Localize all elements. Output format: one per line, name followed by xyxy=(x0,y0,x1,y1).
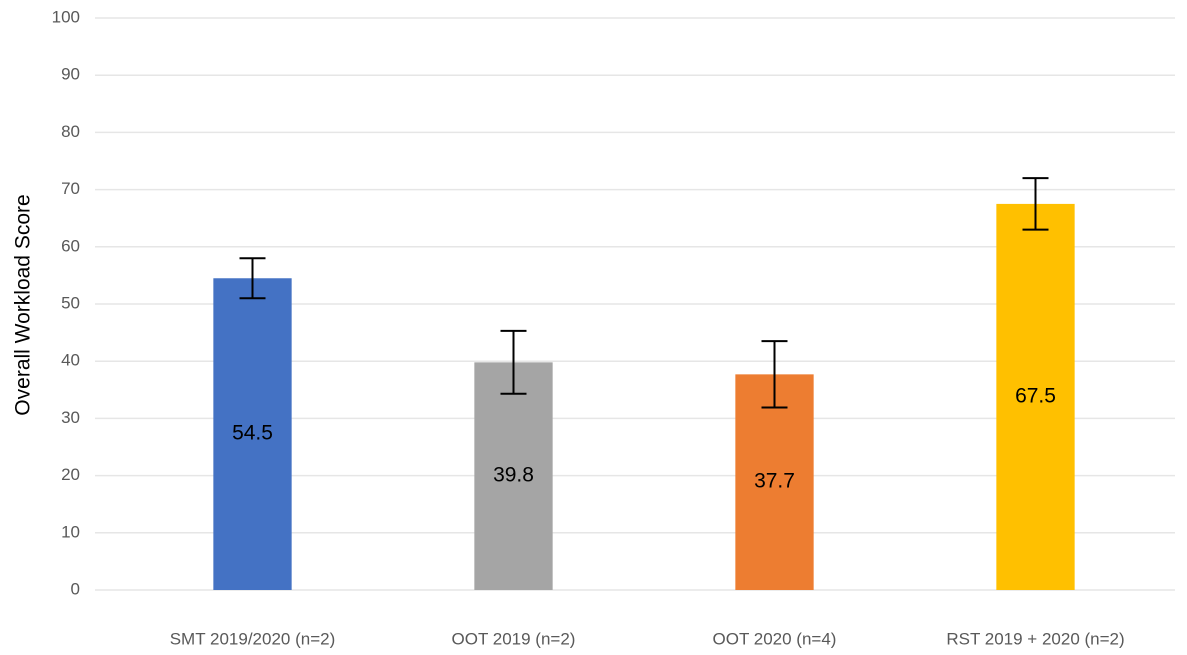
y-tick-label: 50 xyxy=(61,293,80,312)
x-tick-label: OOT 2019 (n=2) xyxy=(452,629,576,648)
y-axis-label: Overall Workload Score xyxy=(12,194,35,415)
data-label: 37.7 xyxy=(754,470,795,493)
data-label: 54.5 xyxy=(232,422,273,445)
error-bar xyxy=(500,329,527,395)
y-tick-label: 90 xyxy=(61,65,80,84)
error-bar xyxy=(239,257,266,300)
x-tick-label: RST 2019 + 2020 (n=2) xyxy=(946,629,1124,648)
data-label: 39.8 xyxy=(493,464,534,487)
x-tick-label: OOT 2020 (n=4) xyxy=(713,629,837,648)
bar xyxy=(213,278,292,590)
error-bar xyxy=(1022,177,1049,231)
y-tick-label: 20 xyxy=(61,465,80,484)
y-tick-label: 100 xyxy=(52,7,80,26)
bar xyxy=(735,374,814,590)
data-label: 67.5 xyxy=(1015,384,1056,407)
bar xyxy=(474,362,553,590)
x-tick-label: SMT 2019/2020 (n=2) xyxy=(170,629,336,648)
bar xyxy=(996,203,1075,590)
error-bar xyxy=(761,340,788,409)
y-tick-label: 30 xyxy=(61,408,80,427)
y-tick-label: 60 xyxy=(61,236,80,255)
y-tick-label: 10 xyxy=(61,522,80,541)
y-tick-label: 0 xyxy=(71,579,80,598)
y-tick-label: 40 xyxy=(61,351,80,370)
y-tick-label: 80 xyxy=(61,122,80,141)
y-tick-label: 70 xyxy=(61,179,80,198)
